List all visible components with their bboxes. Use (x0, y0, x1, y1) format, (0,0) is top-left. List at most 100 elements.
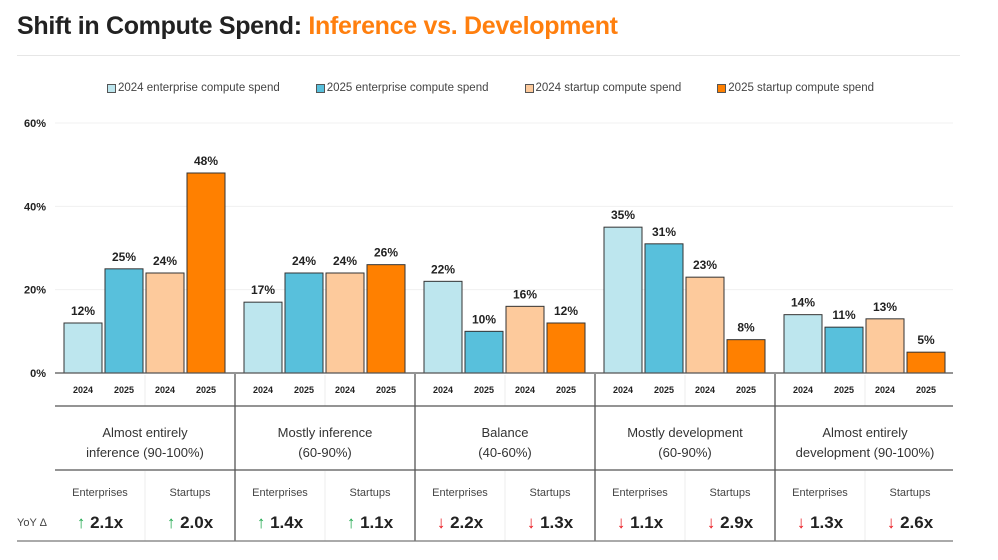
data-label: 24% (333, 254, 357, 268)
legend-item-st2024: 2024 startup compute spend (524, 82, 682, 94)
data-label: 23% (693, 258, 717, 272)
bar (243, 301, 283, 374)
segment-label: Startups (889, 487, 931, 499)
bar (366, 264, 406, 374)
segment-label: Enterprises (792, 487, 848, 499)
legend-swatch (524, 83, 534, 93)
arrow-down-icon: ↓ (796, 513, 811, 532)
x-tick-label: 2024 (433, 385, 453, 395)
category-label-line: Almost entirely (102, 425, 188, 440)
category-label: Mostly inference (60-90%) (235, 423, 415, 463)
bar (464, 330, 504, 374)
legend-label: 2025 startup compute spend (728, 82, 875, 94)
data-label: 8% (737, 321, 755, 335)
x-tick-label: 2025 (736, 385, 756, 395)
arrow-up-icon: ↑ (346, 513, 361, 532)
x-tick-label: 2025 (376, 385, 396, 395)
yoy-change: ↓ 1.3x (775, 513, 865, 533)
x-tick-label: 2025 (114, 385, 134, 395)
data-label: 24% (153, 254, 177, 268)
title-divider (17, 55, 960, 56)
x-tick-label: 2025 (294, 385, 314, 395)
category-label: Balance (40-60%) (415, 423, 595, 463)
segment-label: Enterprises (432, 487, 488, 499)
data-label: 24% (292, 254, 316, 268)
yoy-change: ↑ 1.1x (325, 513, 415, 533)
data-label: 12% (71, 304, 95, 318)
category-label-line: Mostly inference (277, 425, 373, 440)
x-tick-label: 2024 (73, 385, 93, 395)
bar (546, 322, 586, 374)
arrow-down-icon: ↓ (886, 513, 901, 532)
x-tick-label: 2024 (253, 385, 273, 395)
yoy-change: ↓ 1.1x (595, 513, 685, 533)
bar (685, 276, 725, 374)
y-tick-label: 20% (24, 285, 46, 297)
yoy-value: 1.3x (810, 513, 844, 532)
arrow-up-icon: ↑ (256, 513, 271, 532)
bar (824, 326, 864, 374)
yoy-change: ↑ 1.4x (235, 513, 325, 533)
legend-swatch (315, 83, 325, 93)
arrow-up-icon: ↑ (76, 513, 91, 532)
category-label: Almost entirely development (90-100%) (775, 423, 955, 463)
data-label: 17% (251, 283, 275, 297)
category-label-line: Balance (481, 425, 529, 440)
category-label: Mostly development (60-90%) (595, 423, 775, 463)
category-label: Almost entirely inference (90-100%) (55, 423, 235, 463)
yoy-change: ↓ 2.9x (685, 513, 775, 533)
x-tick-label: 2025 (196, 385, 216, 395)
yoy-change: ↓ 1.3x (505, 513, 595, 533)
segment-label: Startups (169, 487, 211, 499)
x-tick-label: 2024 (793, 385, 813, 395)
data-label: 25% (112, 250, 136, 264)
bar (644, 243, 684, 374)
data-label: 14% (791, 296, 815, 310)
category-label-line: (40-60%) (478, 445, 532, 460)
x-tick-label: 2025 (916, 385, 936, 395)
bar (186, 172, 226, 374)
category-label-line: Mostly development (627, 425, 743, 440)
yoy-change: ↓ 2.2x (415, 513, 505, 533)
yoy-value: 2.9x (720, 513, 754, 532)
arrow-down-icon: ↓ (706, 513, 721, 532)
yoy-value: 1.4x (270, 513, 304, 532)
yoy-value: 1.3x (540, 513, 574, 532)
yoy-value: 2.1x (90, 513, 124, 532)
legend-label: 2024 startup compute spend (535, 82, 682, 94)
bar (104, 268, 144, 374)
bar (783, 314, 823, 374)
category-label-line: (60-90%) (298, 445, 352, 460)
yoy-change: ↑ 2.0x (145, 513, 235, 533)
segment-label: Startups (529, 487, 571, 499)
data-label: 22% (431, 262, 455, 276)
x-tick-label: 2025 (556, 385, 576, 395)
segment-label: Enterprises (252, 487, 308, 499)
arrow-down-icon: ↓ (436, 513, 451, 532)
data-label: 31% (652, 225, 676, 239)
category-label-line: Almost entirely (822, 425, 908, 440)
data-label: 12% (554, 304, 578, 318)
yoy-value: 2.6x (900, 513, 934, 532)
chart-title: Shift in Compute Spend: Inference vs. De… (17, 12, 618, 41)
segment-label: Startups (349, 487, 391, 499)
legend-item-ent2024: 2024 enterprise compute spend (107, 82, 280, 94)
data-label: 16% (513, 287, 537, 301)
bar (726, 339, 766, 374)
arrow-down-icon: ↓ (526, 513, 541, 532)
bar (906, 351, 946, 374)
bar (145, 272, 185, 374)
y-tick-label: 60% (24, 118, 46, 130)
yoy-change: ↓ 2.6x (865, 513, 955, 533)
arrow-up-icon: ↑ (166, 513, 181, 532)
bar (603, 226, 643, 374)
x-tick-label: 2024 (875, 385, 895, 395)
x-tick-label: 2024 (335, 385, 355, 395)
yoy-value: 2.0x (180, 513, 214, 532)
category-label-line: development (90-100%) (795, 445, 935, 460)
title-accent: Inference vs. Development (308, 12, 618, 40)
data-label: 13% (873, 300, 897, 314)
data-label: 35% (611, 208, 635, 222)
